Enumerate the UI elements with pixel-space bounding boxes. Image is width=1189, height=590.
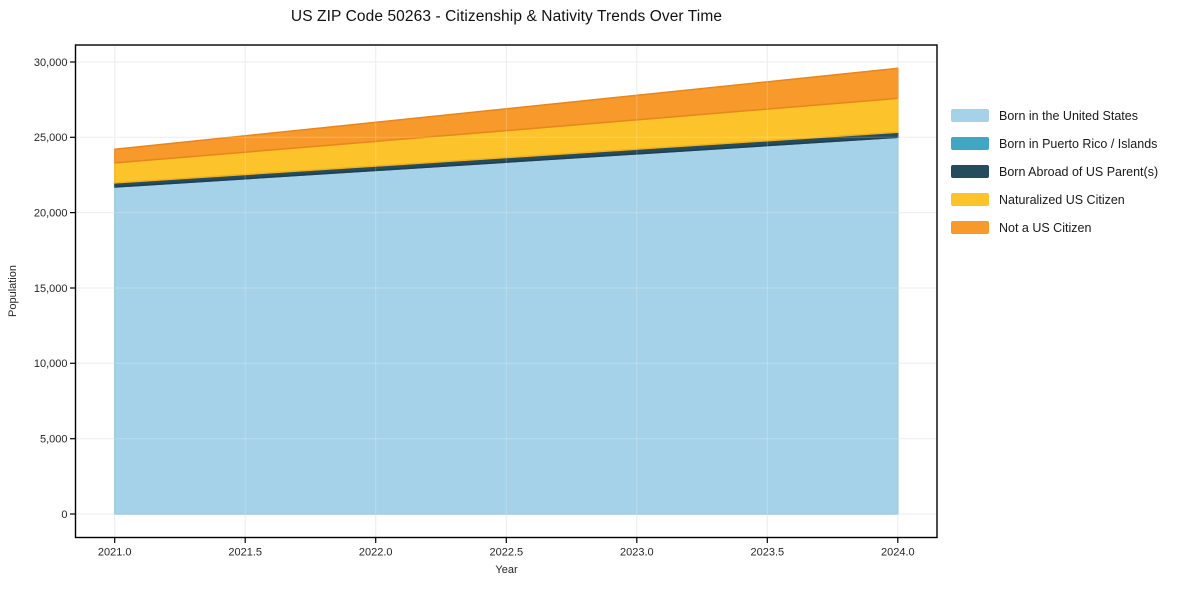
svg-text:15,000: 15,000 <box>34 283 68 295</box>
legend-label: Naturalized US Citizen <box>999 192 1125 207</box>
svg-text:2024.0: 2024.0 <box>881 547 915 559</box>
legend-label: Born in the United States <box>999 108 1138 123</box>
legend-item: Born in Puerto Rico / Islands <box>951 136 1158 151</box>
legend-swatch-icon <box>951 109 989 122</box>
svg-text:2021.0: 2021.0 <box>98 547 132 559</box>
legend-label: Not a US Citizen <box>999 220 1092 235</box>
svg-text:2021.5: 2021.5 <box>228 547 262 559</box>
y-axis-label: Population <box>7 265 19 317</box>
svg-text:20,000: 20,000 <box>34 207 68 219</box>
svg-text:30,000: 30,000 <box>34 57 68 69</box>
svg-text:10,000: 10,000 <box>34 358 68 370</box>
legend-label: Born in Puerto Rico / Islands <box>999 136 1158 151</box>
svg-text:25,000: 25,000 <box>34 132 68 144</box>
svg-text:0: 0 <box>61 509 67 521</box>
svg-text:2023.0: 2023.0 <box>620 547 654 559</box>
legend-swatch-icon <box>951 165 989 178</box>
chart-title: US ZIP Code 50263 - Citizenship & Nativi… <box>290 8 723 25</box>
legend-item: Born in the United States <box>951 108 1158 123</box>
svg-text:2022.0: 2022.0 <box>359 547 393 559</box>
x-axis-label: Year <box>495 564 518 576</box>
legend: Born in the United States Born in Puerto… <box>951 109 1158 249</box>
svg-text:5,000: 5,000 <box>40 434 68 446</box>
legend-swatch-icon <box>951 193 989 206</box>
legend-item: Not a US Citizen <box>951 220 1158 235</box>
legend-item: Born Abroad of US Parent(s) <box>951 164 1159 179</box>
legend-item: Naturalized US Citizen <box>951 192 1158 207</box>
svg-text:2022.5: 2022.5 <box>489 547 523 559</box>
legend-label: Born Abroad of US Parent(s) <box>999 164 1159 179</box>
svg-text:2023.5: 2023.5 <box>750 547 784 559</box>
legend-swatch-icon <box>951 221 989 234</box>
legend-swatch-icon <box>951 137 989 150</box>
